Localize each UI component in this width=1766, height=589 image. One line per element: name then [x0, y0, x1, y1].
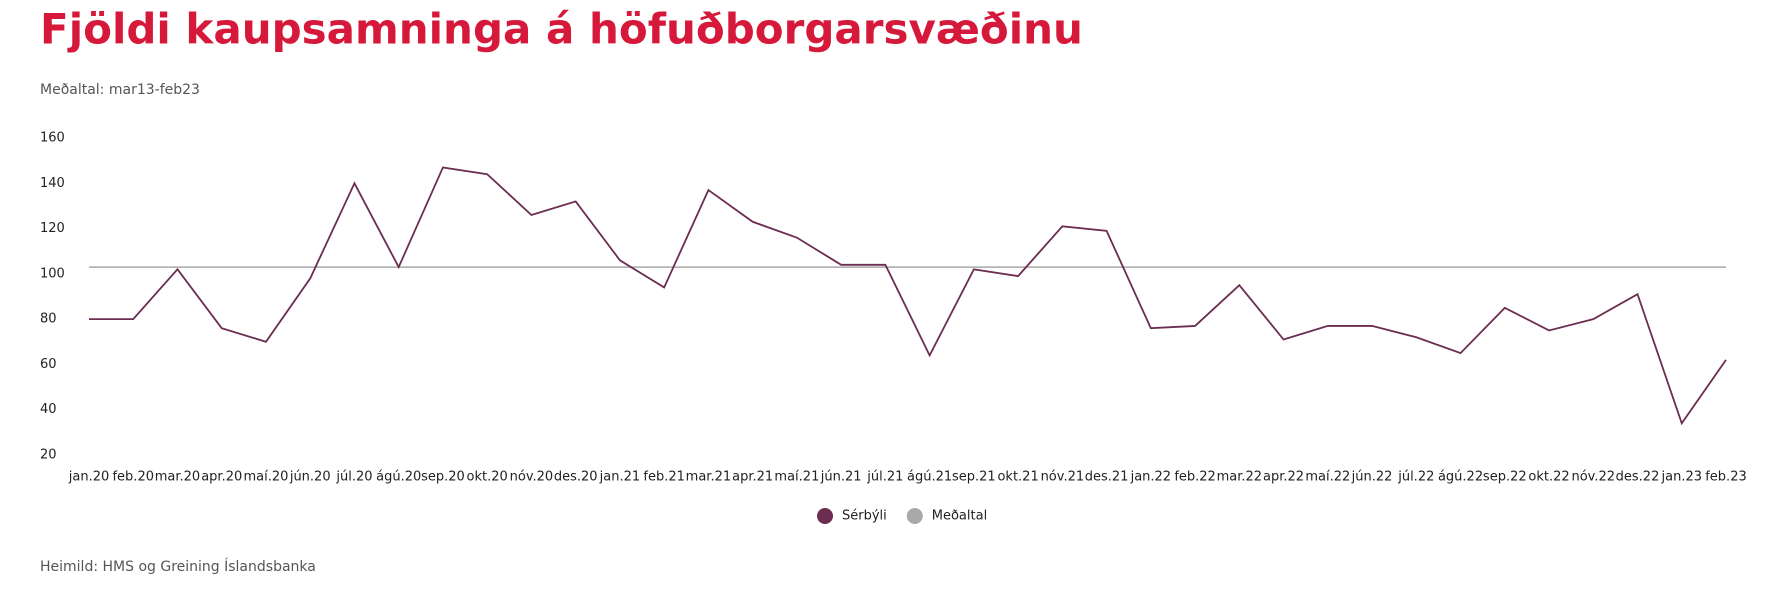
x-tick-label: apr.22: [1263, 470, 1304, 485]
x-tick-label: jan.23: [1661, 470, 1703, 485]
x-tick-label: nóv.22: [1571, 470, 1615, 485]
x-tick-label: jan.21: [599, 470, 641, 485]
x-tick-label: feb.21: [643, 470, 685, 485]
y-tick-label: 120: [40, 221, 65, 236]
y-tick-label: 100: [40, 266, 65, 281]
x-tick-label: jan.22: [1130, 470, 1172, 485]
x-tick-label: okt.20: [467, 470, 508, 485]
series-line: [89, 166, 1727, 426]
x-tick-label: maí.21: [774, 470, 819, 485]
x-tick-label: des.21: [1085, 470, 1129, 485]
y-tick-label: 20: [40, 448, 57, 463]
legend-label: Sérbýli: [842, 509, 887, 524]
x-tick-label: jún.22: [1351, 470, 1393, 485]
legend-swatch: [906, 508, 923, 524]
x-tick-label: ágú.20: [376, 470, 421, 485]
x-tick-label: okt.22: [1528, 470, 1569, 485]
x-tick-label: mar.22: [1217, 470, 1262, 485]
x-tick-label: jún.20: [289, 470, 331, 485]
chart-title: Fjöldi kaupsamninga á höfuðborgarsvæðinu: [40, 5, 1083, 54]
x-tick-label: des.22: [1616, 470, 1660, 485]
source: Heimild: HMS og Greining Íslandsbanka: [40, 558, 316, 575]
x-tick-label: sep.22: [1483, 470, 1527, 485]
x-tick-label: sep.21: [952, 470, 996, 485]
y-tick-label: 40: [40, 402, 57, 417]
y-tick-label: 80: [40, 312, 57, 327]
x-tick-label: jan.20: [68, 470, 110, 485]
x-tick-label: jún.21: [820, 470, 862, 485]
x-tick-label: nóv.21: [1041, 470, 1085, 485]
y-tick-label: 160: [40, 131, 65, 146]
x-tick-label: nóv.20: [510, 470, 554, 485]
x-tick-label: ágú.22: [1438, 470, 1483, 485]
legend-label: Meðaltal: [932, 509, 987, 524]
x-tick-label: ágú.21: [907, 470, 952, 485]
x-tick-label: mar.20: [155, 470, 200, 485]
x-tick-label: maí.22: [1305, 470, 1350, 485]
x-tick-label: feb.22: [1174, 470, 1216, 485]
x-tick-label: feb.20: [112, 470, 154, 485]
y-tick-label: 140: [40, 176, 65, 191]
x-tick-label: maí.20: [244, 470, 289, 485]
x-tick-label: des.20: [554, 470, 598, 485]
y-tick-label: 60: [40, 357, 57, 372]
x-tick-label: apr.20: [201, 470, 242, 485]
x-tick-label: mar.21: [686, 470, 731, 485]
x-tick-label: okt.21: [997, 470, 1038, 485]
x-tick-label: júl.20: [335, 470, 372, 485]
x-tick-label: júl.22: [1397, 470, 1434, 485]
x-tick-label: sep.20: [421, 470, 465, 485]
x-tick-label: júl.21: [866, 470, 903, 485]
legend-swatch: [817, 508, 833, 524]
chart-subtitle: Meðaltal: mar13-feb23: [40, 82, 200, 98]
x-tick-label: apr.21: [732, 470, 773, 485]
x-tick-label: feb.23: [1705, 470, 1747, 485]
